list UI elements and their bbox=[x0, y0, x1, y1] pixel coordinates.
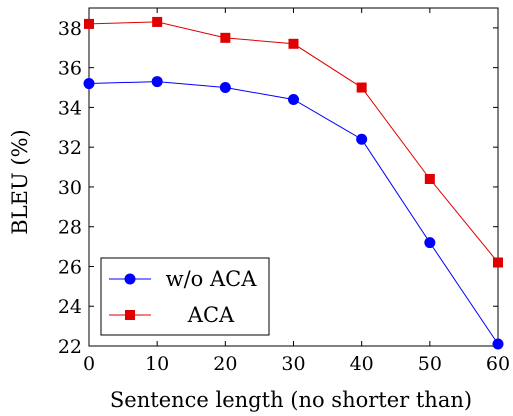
y-tick-label: 22 bbox=[58, 336, 82, 358]
y-tick-label: 28 bbox=[58, 217, 82, 239]
data-point-0-2 bbox=[219, 82, 231, 94]
x-axis-label: Sentence length (no shorter than) bbox=[110, 388, 472, 412]
x-tick-label: 50 bbox=[418, 353, 442, 375]
y-tick-label: 38 bbox=[58, 18, 82, 40]
x-tick-label: 60 bbox=[486, 353, 510, 375]
x-tick-label: 40 bbox=[350, 353, 374, 375]
y-tick-label: 34 bbox=[58, 97, 82, 119]
y-axis-label: BLEU (%) bbox=[8, 129, 32, 234]
x-tick-label: 30 bbox=[281, 353, 305, 375]
data-point-0-4 bbox=[356, 133, 368, 145]
legend-marker-0 bbox=[124, 273, 136, 285]
legend-marker-1 bbox=[125, 310, 135, 320]
y-tick-label: 36 bbox=[58, 58, 82, 80]
data-point-1-0 bbox=[84, 18, 94, 29]
data-point-0-6 bbox=[492, 338, 504, 350]
legend-label-1: ACA bbox=[187, 303, 235, 327]
x-tick-label: 0 bbox=[83, 353, 95, 375]
data-point-0-0 bbox=[83, 78, 95, 90]
data-point-1-5 bbox=[424, 173, 435, 184]
legend: w/o ACA ACA bbox=[100, 257, 270, 336]
y-tick-label: 24 bbox=[58, 296, 82, 318]
data-point-1-2 bbox=[220, 32, 231, 43]
x-tick-label: 20 bbox=[213, 353, 237, 375]
legend-box bbox=[100, 257, 270, 336]
data-point-1-6 bbox=[493, 257, 503, 268]
data-point-0-5 bbox=[424, 237, 436, 249]
x-tick-label: 10 bbox=[145, 353, 169, 375]
y-tick-label: 30 bbox=[58, 177, 82, 199]
data-point-1-3 bbox=[288, 38, 299, 49]
data-point-1-4 bbox=[356, 82, 367, 93]
data-point-1-1 bbox=[152, 16, 163, 27]
y-tick-label: 32 bbox=[58, 137, 82, 159]
series-line-1 bbox=[88, 21, 499, 263]
legend-label-0: w/o ACA bbox=[166, 267, 258, 291]
axis-ticks: 0 10 20 30 40 50 60 22 24 26 28 30 32 34 36 38 bbox=[58, 8, 510, 375]
data-point-0-1 bbox=[151, 76, 163, 88]
series-lines bbox=[83, 16, 504, 350]
y-tick-label: 26 bbox=[58, 256, 82, 278]
data-point-0-3 bbox=[288, 93, 299, 105]
